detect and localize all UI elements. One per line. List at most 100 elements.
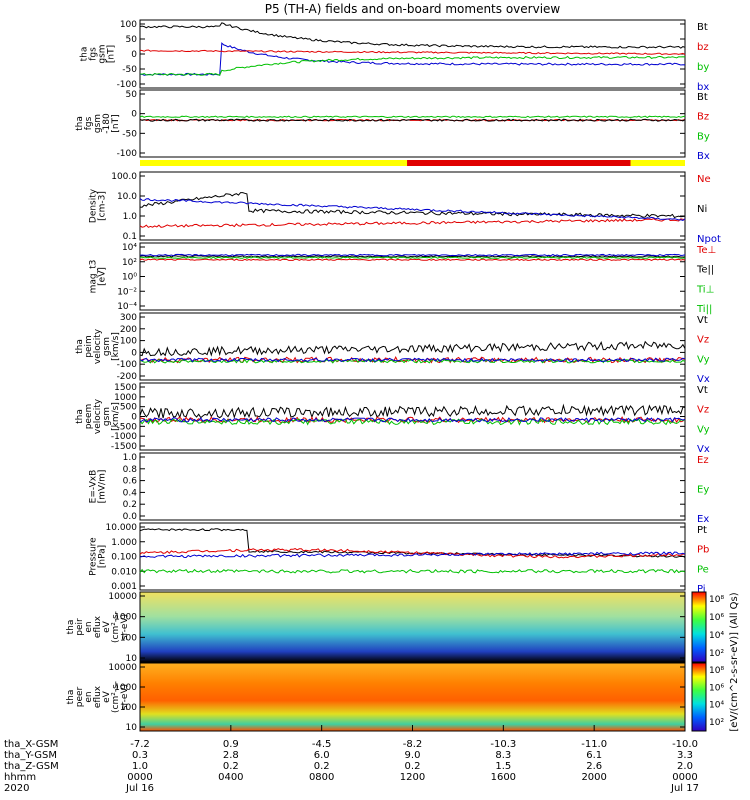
trace-black [139,192,686,219]
y-tick-label: 300 [120,313,137,323]
y-tick-label: -1500 [111,442,137,452]
x-tick-label: -10.0 [672,739,698,750]
x-row-label: tha_Z-GSM [4,761,59,772]
x-tick-label: 0.2 [223,761,239,772]
x-tick-label: 6.1 [586,750,602,761]
y-tick-label: 100 [120,20,137,30]
panel-10: 10000 1000 100 10 thapeerenefluxeV(cm²-s-sr-… [66,662,686,733]
y-axis-label: thafgsgsm[nT] [80,44,117,63]
x-row-label: tha_Y-GSM [4,750,57,761]
legend-entry: Bz [697,112,709,123]
legend-entry: Ne [697,174,711,185]
colorbar-tick: 10² [709,718,724,728]
y-tick-label: 0.100 [111,553,137,563]
x-tick-label: 6.0 [314,750,330,761]
x-tick-label: 2.6 [586,761,602,772]
legend-entry: Bx [697,151,710,162]
colorbar [691,662,707,732]
trace-blue [139,198,686,221]
x-tick-label: 8.3 [495,750,511,761]
y-axis-label: thafgsgsm-180[nT] [75,113,121,134]
legend-entry: Vz [697,335,709,346]
trace-blue [139,551,686,559]
y-axis-label: Pressure[nPa] [89,537,108,576]
x-tick-label: Jul 16 [125,783,154,794]
panel-5: 300 200 1000 -100 -200 thapeimvelocitygsm[km/… [75,312,710,385]
panel-2: 50 0 -50 -100 thafgsgsm-180[nT] Bt Bz By Bx [75,89,710,162]
y-tick-label: 100 [120,337,137,347]
chart-title: P5 (TH-A) fields and on-board moments ov… [265,2,561,16]
panel-4: 10⁴ 10² 10⁰ 10⁻² 10⁻⁴ mag_t3[eV] Te⊥ Te|| Ti⊥ Ti|… [89,242,716,315]
trace-green [139,55,686,76]
legend-entry: bz [697,42,709,53]
trace-blue [139,253,686,257]
panel-frame [139,591,686,663]
x-tick-label: -7.2 [130,739,150,750]
x-tick-label: -8.2 [403,739,423,750]
y-tick-label: 1000 [114,613,137,623]
legend-entry: Bt [697,22,708,33]
trace-red [139,49,686,56]
y-tick-label: 0.0 [123,512,138,522]
legend-entry: Ni [697,204,707,215]
x-tick-label: 1200 [400,772,425,783]
trace-black [139,22,686,49]
trace-black [139,528,686,558]
trace-black [139,403,686,420]
x-tick-label: 9.0 [405,750,421,761]
y-tick-label: 10⁻⁴ [117,302,137,312]
y-tick-label: 0.6 [123,477,138,487]
y-axis-label: E=-VxB[mV/m] [89,470,108,504]
trace-green [139,568,686,574]
panel-1: 100 50 0 -50 -100 thafgsgsm[nT] Bt bz by bx [80,19,709,93]
y-tick-label: 10 [126,723,138,733]
trace-black [139,255,685,258]
y-tick-label: 10⁰ [122,273,137,283]
y-tick-label: 1.0 [123,453,138,463]
x-tick-label: 0000 [672,772,697,783]
y-tick-label: 0 [131,50,137,60]
panel-frame [139,312,686,381]
y-tick-label: -500 [117,422,138,432]
x-row-label: 2020 [4,783,29,794]
panel-frame [139,452,686,521]
colorbar-tick: 10⁸ [709,595,724,605]
y-tick-label: -100 [117,360,138,370]
y-tick-label: 10 [126,654,138,664]
legend-entry: Vt [697,315,708,326]
spectrogram-fill [140,663,685,731]
y-tick-label: 10000 [108,663,137,673]
legend-entry: Bt [697,92,708,103]
y-tick-label: 1.0 [123,212,138,222]
trace-red [139,548,686,559]
y-tick-label: -100 [117,149,138,159]
colorbar-tick: 10⁶ [709,683,724,693]
x-tick-label: 2.0 [677,761,693,772]
x-tick-label: 0400 [218,772,243,783]
x-row-label: tha_X-GSM [4,739,58,750]
legend-entry: Vx [697,374,710,385]
y-tick-label: 0.2 [123,500,137,510]
y-tick-label: 1000 [114,683,137,693]
x-tick-label: 0800 [309,772,334,783]
panel-9: 10000 1000 100 10 thapeirenefluxeV(cm²-s-sr-… [66,591,686,664]
y-axis-label: thapeemvelocitygsm[km/s] [75,398,121,434]
colorbar-tick: 10⁴ [709,701,724,711]
y-tick-label: 10⁻² [117,287,137,297]
y-axis-label: Density[cm-3] [89,188,108,223]
legend-entry: Ti⊥ [696,284,714,295]
legend-entry: Ey [697,485,709,496]
legend-entry: Vz [697,405,709,416]
x-tick-label: 1.0 [132,761,148,772]
legend-entry: Te⊥ [696,245,716,256]
spectrogram-fill [140,592,685,662]
y-axis-label: thapeimvelocitygsm[km/s] [75,328,121,364]
y-tick-label: 50 [126,35,138,45]
x-tick-label: 2000 [581,772,606,783]
legend-entry: Ex [697,514,709,525]
trace-green [139,256,686,259]
panel-frame [139,242,686,311]
